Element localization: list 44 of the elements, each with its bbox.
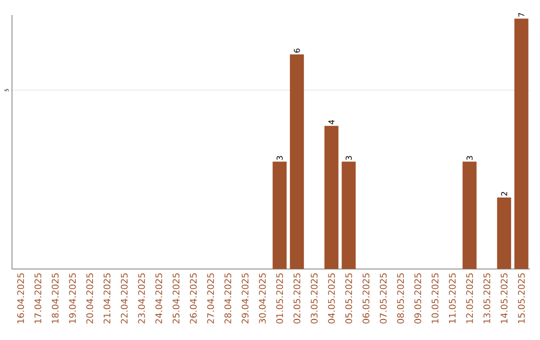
x-tick-label: 12.05.2025 [466, 273, 473, 324]
x-tick-label: 10.05.2025 [432, 273, 438, 324]
x-tick-label: 19.04.2025 [69, 273, 76, 324]
x-tick-label: 05.05.2025 [345, 273, 352, 324]
x-tick-label: 13.05.2025 [483, 273, 490, 324]
x-tick-label: 14.05.2025 [500, 273, 508, 324]
x-tick-label: 18.04.2025 [52, 273, 59, 324]
x-tick-label: 03.05.2025 [310, 273, 318, 324]
bar [514, 18, 528, 269]
x-tick-label: 21.04.2025 [104, 273, 110, 324]
data-label: 3 [276, 156, 283, 160]
x-tick-label: 07.05.2025 [380, 273, 387, 324]
data-label: 6 [294, 48, 300, 53]
x-tick-label: 23.04.2025 [138, 273, 145, 324]
bar [290, 54, 304, 269]
bar [497, 197, 512, 269]
x-tick-label: 22.04.2025 [120, 273, 128, 324]
x-tick-label: 08.05.2025 [397, 273, 404, 324]
x-tick-label: 24.04.2025 [155, 273, 162, 324]
x-tick-label: 25.04.2025 [172, 273, 180, 324]
data-label: 3 [466, 156, 473, 160]
data-label: 7 [518, 12, 524, 17]
bar [342, 162, 356, 269]
data-label: 2 [501, 192, 508, 196]
x-tick-label: 28.04.2025 [224, 273, 232, 324]
x-tick-label: 04.05.2025 [328, 273, 335, 324]
x-tick-label: 20.04.2025 [86, 273, 94, 324]
x-tick-label: 02.05.2025 [294, 273, 300, 324]
x-tick-label: 15.05.2025 [518, 273, 525, 324]
data-label: 3 [346, 156, 352, 160]
bar [324, 126, 338, 269]
bar [272, 162, 287, 269]
x-tick-label: 09.05.2025 [414, 273, 422, 324]
x-tick-label: 30.04.2025 [258, 273, 266, 324]
x-tick-label: 16.04.2025 [17, 273, 24, 324]
x-tick-label: 11.05.2025 [448, 273, 456, 324]
x-tick-label: 26.04.2025 [190, 273, 197, 324]
data-label: 4 [328, 120, 334, 124]
x-tick-label: 29.04.2025 [242, 273, 249, 324]
x-tick-label: 06.05.2025 [362, 273, 370, 324]
x-tick-label: 17.04.2025 [34, 273, 42, 324]
bar [462, 162, 477, 269]
x-tick-label: 01.05.2025 [276, 273, 284, 324]
x-tick-label: 27.04.2025 [207, 273, 214, 324]
